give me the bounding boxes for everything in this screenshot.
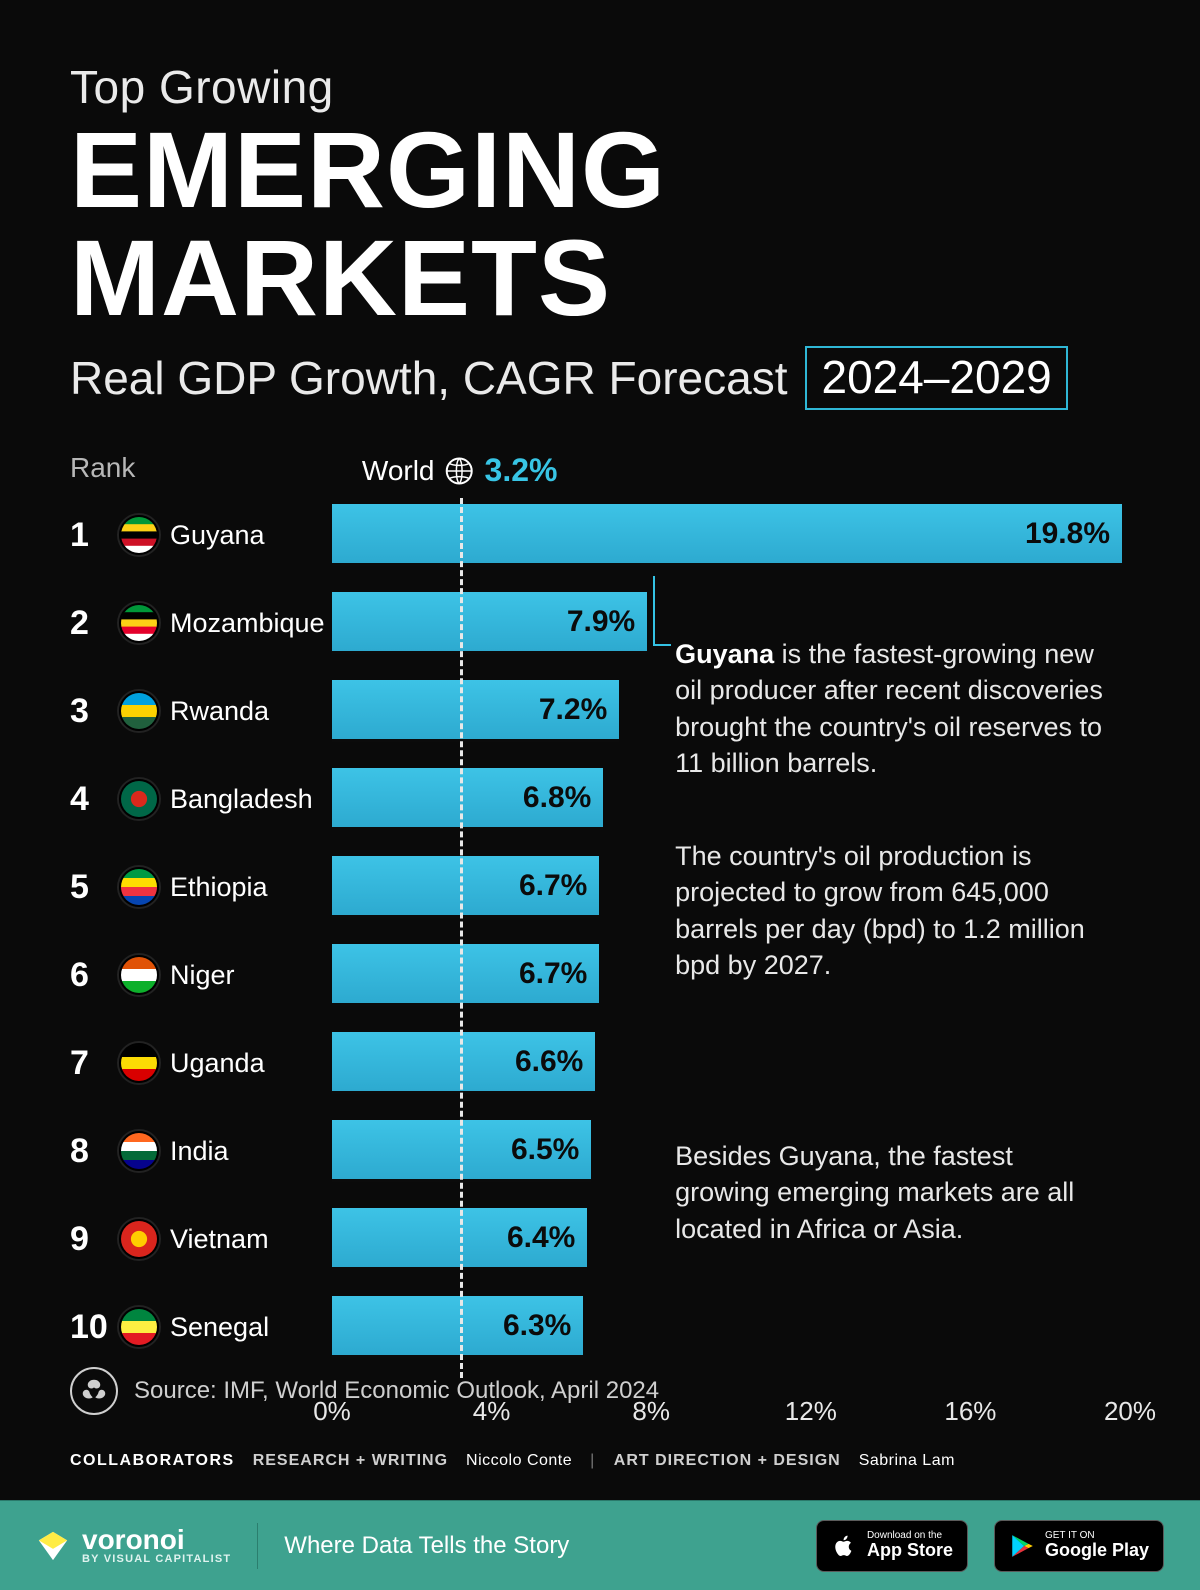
research-name: Niccolo Conte	[466, 1452, 572, 1470]
country-label: Vietnam	[164, 1224, 332, 1255]
google-play-badge[interactable]: GET IT ON Google Play	[994, 1520, 1164, 1572]
footer-brand-byline: BY VISUAL CAPITALIST	[82, 1554, 231, 1565]
country-label: Uganda	[164, 1048, 332, 1079]
bar-value: 6.8%	[523, 781, 603, 815]
country-label: Bangladesh	[164, 784, 332, 815]
bar: 19.8%	[332, 504, 1122, 566]
rank-number: 10	[70, 1308, 114, 1347]
header: Top Growing EMERGING MARKETS Real GDP Gr…	[70, 60, 1130, 410]
flag-icon	[119, 691, 159, 731]
bar-value: 6.4%	[507, 1221, 587, 1255]
country-label: Ethiopia	[164, 872, 332, 903]
rank-number: 8	[70, 1132, 114, 1171]
header-subtitle: Real GDP Growth, CAGR Forecast 2024–2029	[70, 346, 1130, 410]
rank-number: 2	[70, 604, 114, 643]
country-label: Guyana	[164, 520, 332, 551]
bar: 7.9%	[332, 592, 647, 654]
flag-icon	[119, 779, 159, 819]
footer-brand-name: voronoi	[82, 1526, 231, 1554]
flag-icon	[119, 955, 159, 995]
rank-number: 4	[70, 780, 114, 819]
country-label: Rwanda	[164, 696, 332, 727]
research-role: RESEARCH + WRITING	[253, 1452, 448, 1470]
flag-icon	[119, 603, 159, 643]
bar-value: 6.6%	[515, 1045, 595, 1079]
collaborators-label: COLLABORATORS	[70, 1452, 235, 1470]
bar-value: 7.9%	[567, 605, 647, 639]
rank-number: 9	[70, 1220, 114, 1259]
annotation-connector	[653, 576, 671, 646]
app-store-badge[interactable]: Download on the App Store	[816, 1520, 968, 1572]
google-play-icon	[1009, 1533, 1035, 1559]
bar: 6.8%	[332, 768, 603, 830]
country-label: India	[164, 1136, 332, 1167]
bar: 6.6%	[332, 1032, 595, 1094]
bar-chart: Rank 1 Guyana 19.8% 2 Mozambique 7.9% 3 …	[70, 458, 1130, 1458]
world-reference-line	[460, 498, 463, 1378]
rank-number: 1	[70, 516, 114, 555]
footer-brand: voronoi BY VISUAL CAPITALIST	[36, 1526, 231, 1565]
x-tick: 16%	[944, 1396, 996, 1427]
annotation-text: Besides Guyana, the fastest growing emer…	[675, 1138, 1105, 1247]
bar-value: 6.5%	[511, 1133, 591, 1167]
globe-icon	[445, 456, 475, 486]
annotation-text: The country's oil production is projecte…	[675, 838, 1105, 984]
flag-icon	[119, 1131, 159, 1171]
chart-row: 10 Senegal 6.3%	[70, 1290, 1130, 1364]
world-label: World	[362, 455, 435, 487]
year-range: 2024–2029	[805, 346, 1067, 410]
flag-icon	[119, 515, 159, 555]
footer-tagline: Where Data Tells the Story	[284, 1532, 790, 1560]
x-tick: 20%	[1104, 1396, 1156, 1427]
flag-icon	[119, 1219, 159, 1259]
header-title: EMERGING MARKETS	[70, 116, 1130, 332]
vc-logo-icon	[70, 1367, 118, 1415]
flag-icon	[119, 867, 159, 907]
appstore-big: App Store	[867, 1541, 953, 1561]
flag-icon	[119, 1307, 159, 1347]
bar: 6.7%	[332, 944, 599, 1006]
world-reference-tag: World 3.2%	[362, 452, 558, 489]
country-label: Mozambique	[164, 608, 332, 639]
header-eyebrow: Top Growing	[70, 60, 1130, 114]
footer-divider	[257, 1523, 258, 1569]
bar-value: 7.2%	[539, 693, 619, 727]
chart-row: 1 Guyana 19.8%	[70, 498, 1130, 572]
bar-value: 6.7%	[519, 869, 599, 903]
rank-number: 3	[70, 692, 114, 731]
chart-row: 7 Uganda 6.6%	[70, 1026, 1130, 1100]
rank-column-label: Rank	[70, 452, 135, 484]
country-label: Niger	[164, 960, 332, 991]
world-value: 3.2%	[485, 452, 558, 489]
x-tick: 12%	[785, 1396, 837, 1427]
play-big: Google Play	[1045, 1541, 1149, 1561]
bar-value: 6.7%	[519, 957, 599, 991]
footer-bar: voronoi BY VISUAL CAPITALIST Where Data …	[0, 1500, 1200, 1590]
source-row: Source: IMF, World Economic Outlook, Apr…	[70, 1367, 659, 1415]
design-role: ART DIRECTION + DESIGN	[614, 1452, 841, 1470]
bar-value: 19.8%	[1025, 517, 1122, 551]
annotation-text: Guyana is the fastest-growing new oil pr…	[675, 636, 1105, 782]
apple-icon	[831, 1533, 857, 1559]
bar: 6.7%	[332, 856, 599, 918]
bar: 7.2%	[332, 680, 619, 742]
rank-number: 7	[70, 1044, 114, 1083]
country-label: Senegal	[164, 1312, 332, 1343]
design-name: Sabrina Lam	[859, 1452, 955, 1470]
bar-value: 6.3%	[503, 1309, 583, 1343]
rank-number: 5	[70, 868, 114, 907]
source-text: Source: IMF, World Economic Outlook, Apr…	[134, 1377, 659, 1405]
subtitle-text: Real GDP Growth, CAGR Forecast	[70, 351, 787, 405]
rank-number: 6	[70, 956, 114, 995]
bar: 6.3%	[332, 1296, 583, 1358]
voronoi-logo-icon	[36, 1529, 70, 1563]
flag-icon	[119, 1043, 159, 1083]
collaborators-row: COLLABORATORS RESEARCH + WRITING Niccolo…	[70, 1452, 955, 1470]
